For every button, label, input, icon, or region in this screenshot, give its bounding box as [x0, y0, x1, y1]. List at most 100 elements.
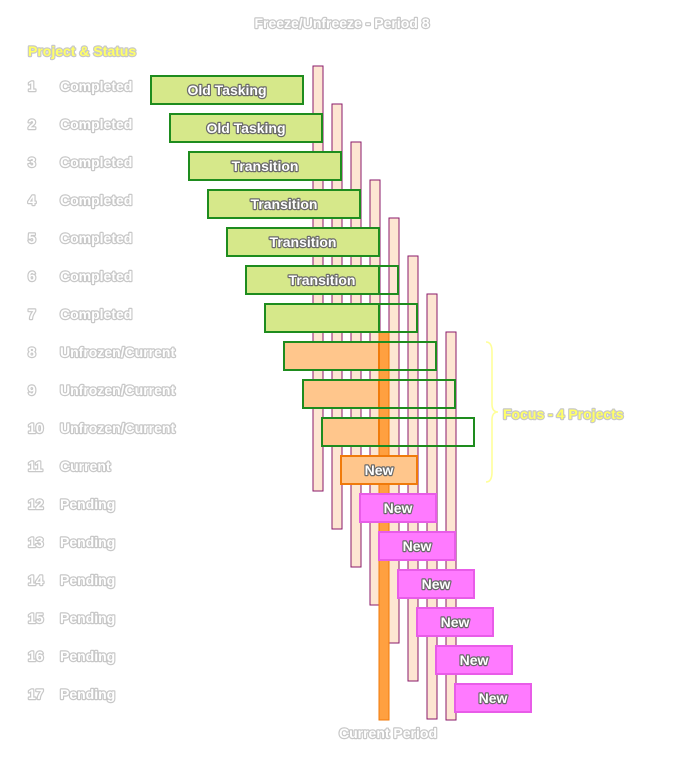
project-bar-12: New [359, 493, 437, 523]
row-number: 11 [28, 458, 43, 474]
bar-box [378, 531, 456, 561]
row-number: 13 [28, 534, 44, 550]
row-status: Completed [60, 78, 132, 94]
project-bar-13: New [378, 531, 456, 561]
bar-phase-label: New [441, 614, 470, 630]
bar-box [340, 455, 418, 485]
row-status: Unfrozen/Current [60, 344, 175, 360]
project-bar-5: Transition [226, 227, 380, 257]
bar-phase-label: Transition [232, 158, 299, 174]
row-status: Unfrozen/Current [60, 420, 175, 436]
row-number: 7 [28, 306, 36, 322]
row-status: Pending [60, 648, 115, 664]
project-bar-9 [302, 379, 456, 409]
project-bar-1: Old Tasking [150, 75, 304, 105]
bar-phase-label: New [384, 500, 413, 516]
bar-filled-segment [208, 190, 360, 218]
bar-phase-label: Transition [270, 234, 337, 250]
row-status: Completed [60, 192, 132, 208]
row-number: 1 [28, 78, 36, 94]
row-number: 4 [28, 192, 36, 208]
row-number: 8 [28, 344, 36, 360]
row-number: 2 [28, 116, 36, 132]
bar-phase-label: Old Tasking [187, 82, 266, 98]
focus-brace [485, 341, 499, 483]
bar-phase-label: New [422, 576, 451, 592]
row-number: 17 [28, 686, 44, 702]
row-status: Completed [60, 116, 132, 132]
project-bar-7 [264, 303, 418, 333]
bar-filled-segment [246, 266, 379, 294]
bar-filled-segment [151, 76, 303, 104]
bar-filled-segment [303, 380, 379, 408]
project-bar-2: Old Tasking [169, 113, 323, 143]
diagram-title: Freeze/Unfreeze - Period 8 [254, 15, 429, 31]
bar-outline [150, 75, 304, 105]
row-status: Pending [60, 534, 115, 550]
row-number: 3 [28, 154, 36, 170]
project-status-header: Project & Status [28, 43, 136, 59]
bar-outline [283, 341, 437, 371]
row-number: 15 [28, 610, 44, 626]
bar-outline [302, 379, 456, 409]
bar-box [416, 607, 494, 637]
row-status: Pending [60, 496, 115, 512]
row-status: Completed [60, 154, 132, 170]
row-status: Current [60, 458, 111, 474]
row-status: Pending [60, 686, 115, 702]
project-bar-15: New [416, 607, 494, 637]
row-status: Pending [60, 572, 115, 588]
project-bar-3: Transition [188, 151, 342, 181]
bar-box [397, 569, 475, 599]
row-labels: 1 Completed 2 Completed 3 Completed 4 Completed… [27, 77, 177, 703]
project-bar-10 [321, 417, 475, 447]
bar-filled-segment [284, 342, 379, 370]
project-bars: Old Tasking Old Tasking Transition Transiti… [150, 75, 532, 713]
project-bar-16: New [435, 645, 513, 675]
bar-phase-label: New [365, 462, 394, 478]
project-bar-17: New [454, 683, 532, 713]
project-bar-4: Transition [207, 189, 361, 219]
current-period-label: Current Period [339, 725, 437, 741]
row-number: 5 [28, 230, 36, 246]
bar-phase-label: New [460, 652, 489, 668]
bar-outline [169, 113, 323, 143]
bar-filled-segment [189, 152, 341, 180]
bar-filled-segment [322, 418, 379, 446]
project-bar-11: New [340, 455, 418, 485]
bar-filled-segment [265, 304, 379, 332]
row-number: 10 [28, 420, 44, 436]
row-status: Completed [60, 230, 132, 246]
bar-box [454, 683, 532, 713]
project-bar-14: New [397, 569, 475, 599]
row-number: 9 [28, 382, 36, 398]
bar-filled-outline [245, 265, 380, 295]
row-number: 14 [28, 572, 44, 588]
bar-filled-segment [170, 114, 322, 142]
project-bar-6: Transition [245, 265, 399, 295]
bar-outline [207, 189, 361, 219]
project-bar-8 [283, 341, 437, 371]
row-status: Pending [60, 610, 115, 626]
bar-filled-outline [264, 303, 380, 333]
row-status: Unfrozen/Current [60, 382, 175, 398]
bar-filled-segment [227, 228, 379, 256]
bar-phase-label: Old Tasking [206, 120, 285, 136]
focus-label: Focus - 4 Projects [503, 406, 624, 422]
row-number: 16 [28, 648, 44, 664]
bar-outline [226, 227, 380, 257]
bar-box [435, 645, 513, 675]
bar-phase-label: Transition [289, 272, 356, 288]
bar-phase-label: New [403, 538, 432, 554]
bar-outline [188, 151, 342, 181]
row-number: 12 [28, 496, 44, 512]
bar-box [359, 493, 437, 523]
current-period-bar [378, 331, 390, 721]
row-number: 6 [28, 268, 36, 284]
period-column [445, 331, 457, 721]
bar-phase-label: New [479, 690, 508, 706]
bar-phase-label: Transition [251, 196, 318, 212]
bar-outline [321, 417, 475, 447]
row-status: Completed [60, 268, 132, 284]
